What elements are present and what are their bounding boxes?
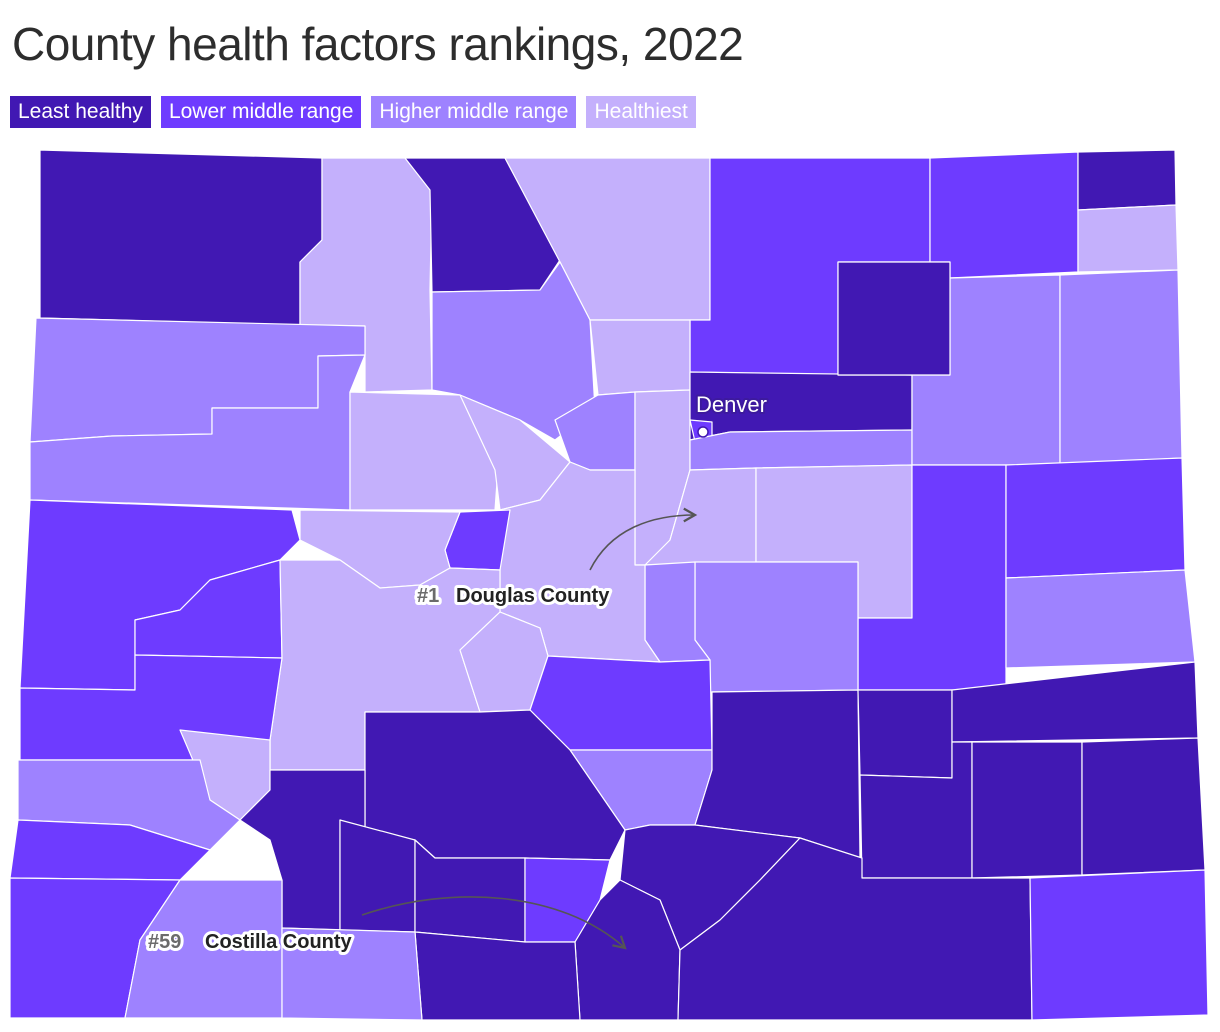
county-phillips[interactable]	[1077, 204, 1179, 273]
county-prowers[interactable]	[1081, 737, 1206, 876]
county-el-paso[interactable]	[694, 561, 859, 693]
arrow-douglas	[589, 507, 698, 571]
legend-item-higher-middle: Higher middle range	[371, 96, 577, 128]
county-logan[interactable]	[929, 151, 1079, 279]
callout-douglas-rank: #1	[417, 585, 439, 607]
county-kiowa[interactable]	[857, 689, 953, 779]
county-fremont[interactable]	[529, 655, 713, 751]
county-baca[interactable]	[1029, 869, 1209, 1021]
callout-costilla-rank: #59	[148, 931, 181, 953]
legend-item-healthiest: Healthiest	[586, 96, 696, 128]
county-moffat[interactable]	[39, 149, 323, 326]
county-garfield[interactable]	[29, 354, 366, 511]
county-yuma[interactable]	[1059, 269, 1183, 466]
denver-marker	[697, 426, 709, 438]
page-title: County health factors rankings, 2022	[12, 18, 744, 70]
county-costilla[interactable]	[574, 879, 681, 1021]
county-boulder[interactable]	[589, 319, 691, 396]
county-cheyenne[interactable]	[1005, 569, 1196, 669]
county-rio-grande[interactable]	[339, 819, 416, 933]
county-dolores[interactable]	[9, 819, 211, 881]
county-kit-carson[interactable]	[1005, 457, 1186, 579]
county-arapahoe[interactable]	[689, 429, 913, 471]
county-las-animas[interactable]	[677, 837, 1033, 1021]
county-sedgwick[interactable]	[1077, 149, 1177, 211]
legend: Least healthy Lower middle range Higher …	[10, 96, 696, 128]
county-washington-n[interactable]	[837, 261, 951, 376]
legend-item-lower-middle: Lower middle range	[160, 96, 362, 128]
county-conejos[interactable]	[414, 931, 581, 1021]
county-archuleta[interactable]	[281, 927, 423, 1021]
county-la-plata[interactable]	[124, 879, 283, 1019]
county-bent[interactable]	[971, 741, 1083, 879]
callout-costilla-name: Costilla County	[205, 931, 353, 953]
legend-item-least-healthy: Least healthy	[10, 96, 151, 128]
city-label-denver: Denver	[696, 392, 767, 417]
callout-douglas-name: Douglas County	[456, 585, 610, 607]
arrow-costilla	[361, 896, 627, 950]
